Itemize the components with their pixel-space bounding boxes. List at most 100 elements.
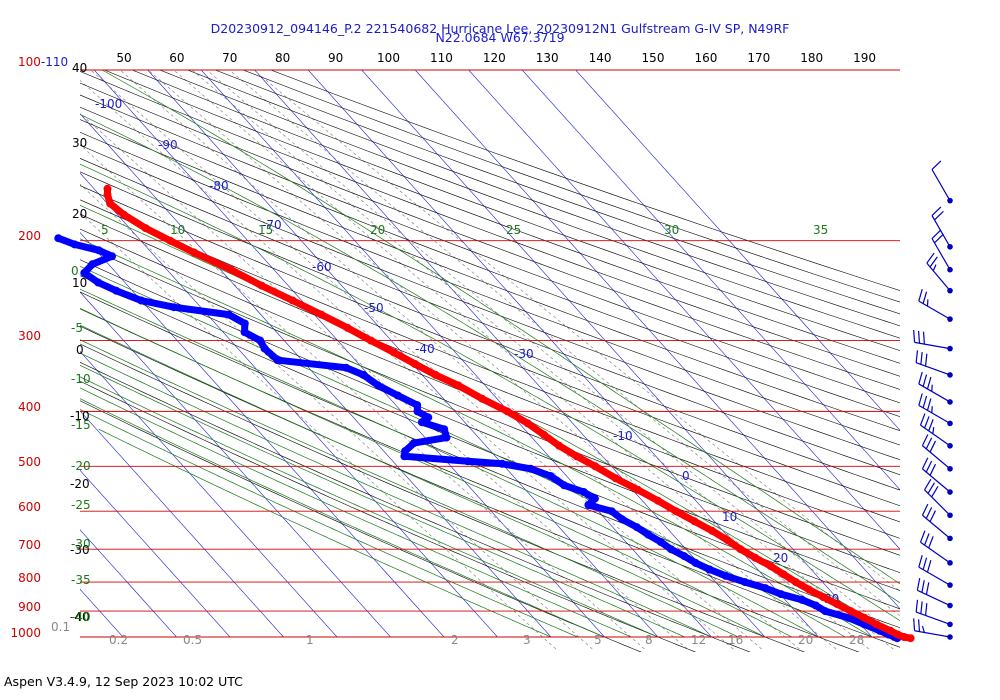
dewpoint-point (811, 601, 820, 610)
wind-barb-flag (913, 618, 916, 631)
wind-barb-flag (924, 416, 930, 429)
dry-adiabat-line (80, 213, 900, 539)
isotherm-label: -30 (514, 347, 534, 361)
dewpoint-point (94, 278, 103, 287)
dewpoint-point (705, 565, 714, 574)
temperature-point (633, 485, 642, 494)
wind-barb-flag (918, 393, 923, 406)
mixing-ratio-line (253, 70, 900, 592)
wind-barb-staff (920, 541, 951, 564)
dry-adiabat-line (131, 70, 900, 351)
wind-barb-flag (925, 582, 930, 595)
wind-barb (924, 478, 953, 519)
dewpoint-point (273, 356, 282, 365)
dewpoint-point (691, 558, 700, 567)
wind-barb-flag (928, 419, 934, 432)
isotherm-line (414, 70, 900, 610)
dry-adiabat-line (186, 70, 900, 327)
dewpoint-trace (54, 234, 902, 643)
wind-barb-flag (929, 256, 938, 268)
wind-barb-flag (921, 625, 925, 633)
wind-barb (921, 457, 953, 495)
theta-tick-label: 120 (483, 51, 506, 65)
chart-title-line1: D20230912_094146_P.2 221540682 Hurricane… (210, 21, 790, 36)
dewpoint-point (70, 240, 79, 249)
isotherm-line (521, 70, 900, 491)
wind-barb-flag (918, 330, 921, 344)
dewpoint-point (526, 464, 535, 473)
wind-barb-staff (920, 424, 951, 447)
temperature-axis-label: -20 (70, 477, 90, 491)
wind-barb-staff (926, 262, 951, 292)
theta-tick-label: 60 (169, 51, 184, 65)
isotherm-line (468, 70, 900, 550)
temperature-axis-label: -10 (70, 409, 90, 423)
mixing-ratio-label: 12 (691, 633, 706, 647)
moist-adiabat-label: 20 (370, 223, 385, 237)
wind-barb-staff (922, 445, 951, 470)
wind-barb (931, 229, 953, 273)
dry-adiabat-line (80, 131, 900, 446)
temperature-point (166, 236, 175, 245)
wind-barb-flag (925, 460, 933, 473)
temperature-axis-label: -40 (70, 610, 90, 624)
wind-barb-staff (918, 404, 951, 424)
dry-adiabat-line (80, 82, 900, 390)
wind-barb (919, 413, 953, 449)
temperature-axis-label: 20 (72, 207, 87, 221)
moist-adiabat-line (80, 408, 578, 638)
dry-adiabat-line (80, 199, 900, 523)
chart-title-line2: N22.0684 W67.3719 (435, 30, 565, 45)
isotherm-label: -60 (312, 260, 332, 274)
wind-barb-flag (922, 395, 928, 409)
temperature-point (893, 630, 902, 639)
dry-adiabat-line (214, 70, 900, 315)
dry-adiabat-line (80, 291, 900, 629)
dry-adiabat-line (80, 71, 900, 377)
wind-barb-flag (931, 485, 939, 498)
dry-adiabat-grid (80, 70, 900, 652)
isotherm-line (80, 410, 284, 638)
wind-barb-flag (918, 619, 921, 632)
temperature-point (708, 526, 717, 535)
isotherm-line (200, 70, 712, 638)
mixing-ratio-grid (80, 70, 900, 650)
mixing-ratio-line (148, 70, 837, 650)
wind-barb-flag (931, 206, 942, 217)
temperature-point (103, 190, 112, 199)
dewpoint-point (260, 344, 269, 353)
mixing-ratio-line (173, 70, 870, 650)
wind-barb-flag (920, 351, 923, 365)
isotherm-label: 20 (773, 551, 788, 565)
moist-adiabat-label: 15 (258, 223, 273, 237)
wind-barb-flag (918, 289, 923, 302)
pressure-label: 900 (18, 600, 41, 614)
dewpoint-point (409, 439, 418, 448)
wind-barb-flag (932, 427, 935, 434)
wind-barb-staff (914, 341, 951, 350)
dry-adiabat-line (80, 325, 860, 652)
wind-barb (918, 393, 953, 427)
mixing-ratio-line (90, 70, 762, 650)
dewpoint-point (590, 494, 599, 503)
wind-barb-flag (929, 440, 937, 453)
moist-adiabat-line (98, 428, 552, 638)
pressure-label: 100-110 (18, 55, 68, 69)
moist-adiabat-label: 5 (101, 223, 109, 237)
dewpoint-point (108, 252, 116, 261)
dewpoint-point (413, 407, 422, 416)
temperature-point (540, 430, 548, 439)
dry-adiabat-line (80, 380, 697, 652)
mixing-ratio-label: 2 (451, 633, 459, 647)
wind-barb-flag (927, 482, 935, 494)
dry-adiabat-line (80, 94, 900, 404)
temperature-point (572, 452, 581, 461)
moist-adiabat-label: -10 (71, 372, 91, 386)
temperature-point (523, 419, 532, 428)
dry-adiabat-line (80, 308, 900, 648)
wind-barb-flag (922, 291, 928, 304)
theta-tick-label: 110 (430, 51, 453, 65)
mixing-ratio-label: 20 (798, 633, 813, 647)
moist-adiabat-label: 0 (71, 264, 79, 278)
